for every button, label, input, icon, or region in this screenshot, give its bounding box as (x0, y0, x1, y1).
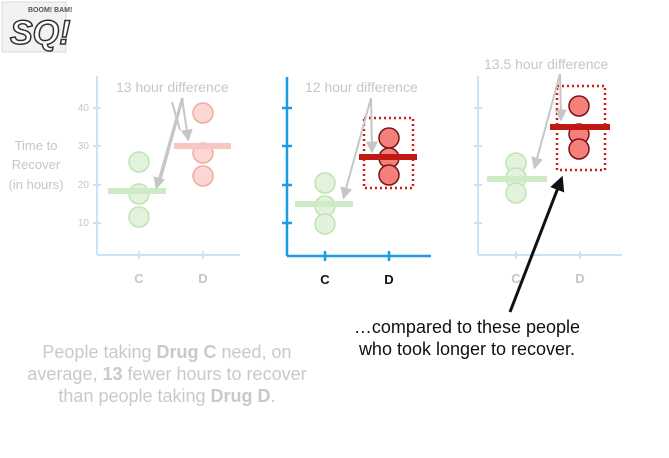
logo-main-text: SQ! (10, 14, 70, 52)
panel-3-arrow-down-left (531, 73, 561, 170)
logo-small-text: BOOM! BAM! (28, 7, 72, 14)
drug-c-point (505, 182, 527, 204)
y-axis-ticks: 40 30 20 10 (78, 103, 90, 229)
y-axis-label: Time to Recover (in hours) (9, 138, 64, 192)
panel-3-category-d: D (575, 271, 584, 286)
panel-2-drug-d-mean (359, 154, 417, 160)
panel-2-arrow-down-left (340, 97, 372, 200)
panel-2-arrow-down-right (365, 97, 378, 154)
panel-1-arrow-down-right (180, 97, 193, 142)
drug-d-point (378, 164, 400, 186)
panel-1-category-c: C (134, 271, 144, 286)
panel-2-drug-c-mean (295, 201, 353, 207)
drug-c-point (314, 213, 336, 235)
caption-left-drug-c: Drug C (156, 342, 217, 362)
caption-left: People taking Drug C need, on average, 1… (22, 341, 312, 407)
panel-1-difference-label: 13 hour difference (116, 79, 229, 95)
panel-3-category-c: C (511, 271, 521, 286)
drug-d-point (568, 138, 590, 160)
drug-d-point (378, 127, 400, 149)
panel-2-difference-label: 12 hour difference (305, 79, 418, 95)
statquest-logo: SQ! BOOM! BAM! (1, 1, 72, 53)
panel-2: 12 hour difference C D (282, 77, 431, 287)
drug-c-point (314, 172, 336, 194)
drug-d-point (192, 165, 214, 187)
panel-1-drug-c-mean (108, 188, 166, 194)
panel-3-drug-d-mean (550, 124, 610, 130)
panel-3-difference-label: 13.5 hour difference (484, 56, 608, 72)
caption-left-drug-d: Drug D (210, 386, 271, 406)
y-axis-label-line-1: Time to (15, 138, 58, 153)
tick-20: 20 (78, 180, 90, 191)
y-axis-label-line-3: (in hours) (9, 177, 64, 192)
caption-right: …compared to these people who took longe… (353, 317, 581, 359)
panel-2-axes (282, 77, 431, 261)
panel-1-drug-d-mean (174, 143, 231, 149)
panel-3-drug-c-mean (487, 176, 547, 182)
drug-d-point (568, 95, 590, 117)
drug-c-point (128, 206, 150, 228)
panel-1-arrows (159, 97, 184, 183)
caption-left-text-3: fewer hours to recover than people takin… (58, 364, 307, 406)
panel-1-arrow-down-left (153, 97, 183, 190)
drug-d-point (192, 102, 214, 124)
panel-2-category-d: D (384, 272, 393, 287)
panel-3-arrow-down-right (554, 73, 567, 122)
caption-left-text-1: People taking (42, 342, 157, 362)
caption-left-text-4: . (270, 386, 276, 406)
y-axis-label-line-2: Recover (12, 157, 61, 172)
tick-40: 40 (78, 103, 90, 114)
tick-30: 30 (78, 141, 90, 152)
panel-2-category-c: C (320, 272, 330, 287)
panel-3: 13.5 hour difference C D (474, 56, 622, 286)
drug-c-point (128, 151, 150, 173)
caption-left-hours: 13 (102, 364, 123, 384)
panel-1-axes (93, 76, 240, 259)
panel-1: 13 hour difference C D (93, 76, 240, 286)
caption-left-text-2: need, on average, (27, 342, 292, 384)
panel-1-category-d: D (198, 271, 207, 286)
panel-3-axes (474, 76, 622, 259)
pointer-arrow (508, 175, 565, 313)
tick-10: 10 (78, 218, 90, 229)
